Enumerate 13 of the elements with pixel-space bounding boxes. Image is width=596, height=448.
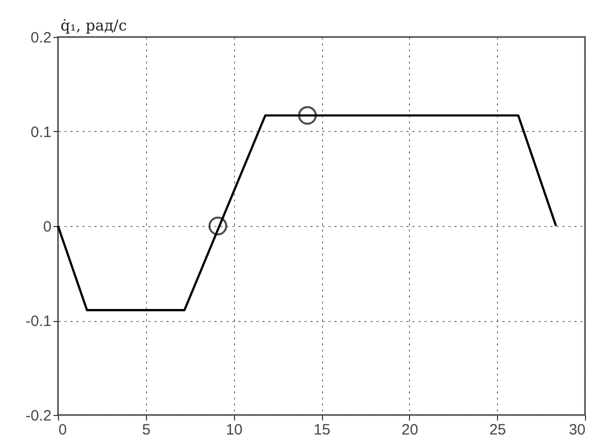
x-tick-label: 15	[314, 422, 330, 438]
y-axis-title: q̇₁, рад/с	[60, 16, 127, 34]
x-tick-label: 30	[568, 422, 586, 438]
x-tick-label: 5	[142, 422, 151, 438]
x-tick-label: 20	[401, 422, 418, 438]
x-tick-label: 10	[226, 422, 243, 438]
y-tick-label: -0.2	[26, 408, 52, 424]
x-tick-label: 25	[489, 422, 506, 438]
y-tick-label: -0.1	[26, 313, 52, 330]
x-tick-label: 0	[58, 422, 67, 438]
y-tick-label: 0.2	[30, 30, 52, 46]
y-tick-label: 0.1	[30, 124, 52, 141]
y-tick-label: 0	[43, 218, 52, 236]
